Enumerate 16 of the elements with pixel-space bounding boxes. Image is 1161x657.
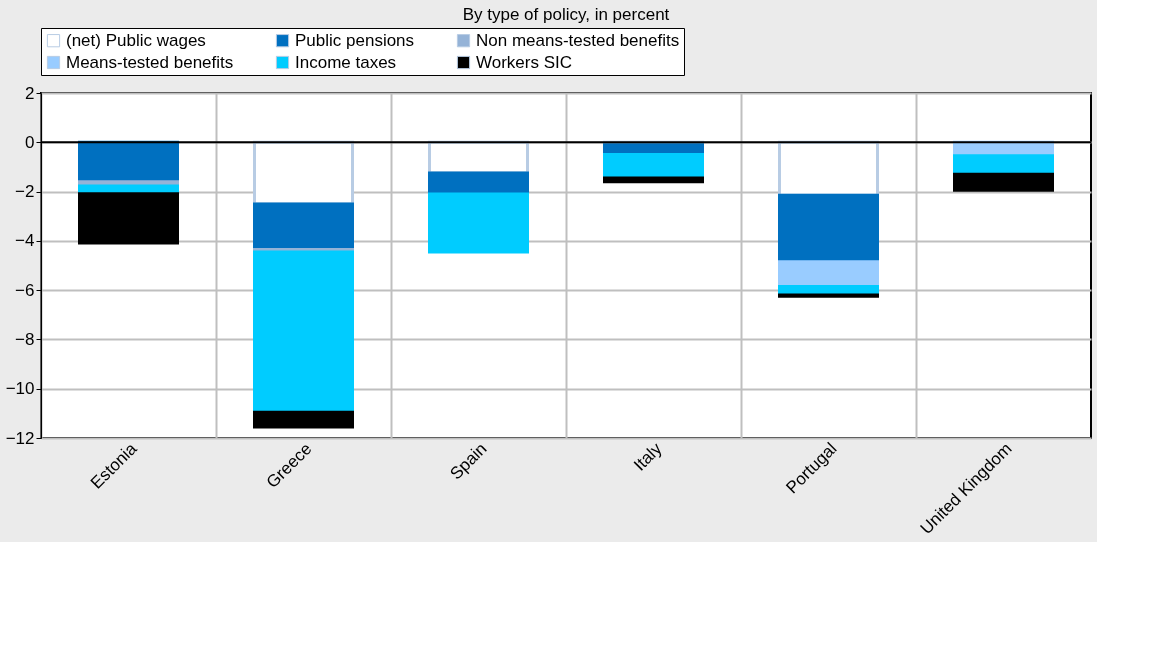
y-tick-label: 2: [25, 83, 35, 103]
y-tick-label: −6: [15, 280, 35, 300]
chart-title: By type of policy, in percent: [462, 4, 670, 24]
y-tick-label: −12: [5, 428, 35, 448]
y-tick-label: −10: [5, 379, 35, 399]
x-tick-label: Italy: [630, 438, 666, 475]
legend-label: Non means-tested benefits: [476, 30, 680, 50]
legend-label: Income taxes: [295, 52, 397, 72]
legend-label: Means-tested benefits: [66, 52, 234, 72]
legend-label: (net) Public wages: [66, 30, 206, 50]
y-tick-label: −4: [15, 231, 35, 251]
legend-label: Public pensions: [295, 30, 415, 50]
y-tick-label: −8: [15, 329, 35, 349]
y-tick-label: −2: [15, 182, 35, 202]
legend-label: Workers SIC: [476, 52, 573, 72]
y-tick-label: 0: [25, 132, 35, 152]
